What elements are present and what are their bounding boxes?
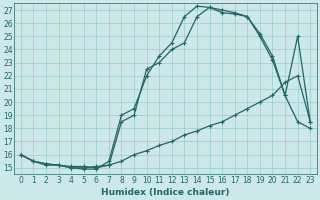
X-axis label: Humidex (Indice chaleur): Humidex (Indice chaleur) bbox=[101, 188, 230, 197]
